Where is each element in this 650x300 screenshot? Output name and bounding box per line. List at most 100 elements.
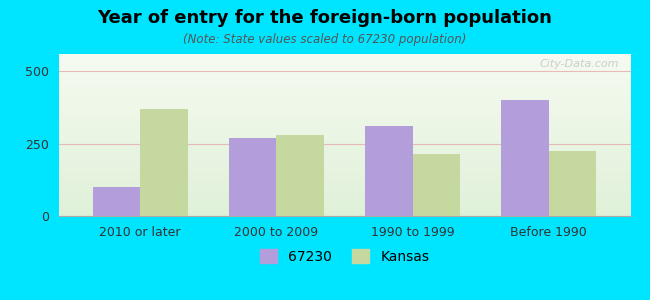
Bar	[58, 116, 630, 117]
Bar	[58, 127, 630, 128]
Bar	[58, 119, 630, 120]
Bar	[58, 208, 630, 209]
Bar	[58, 150, 630, 151]
Bar	[58, 138, 630, 140]
Bar	[58, 174, 630, 176]
Bar	[58, 59, 630, 61]
Bar	[501, 100, 549, 216]
Legend: 67230, Kansas: 67230, Kansas	[253, 242, 436, 271]
Bar	[58, 213, 630, 214]
Bar	[58, 64, 630, 65]
Bar	[58, 56, 630, 57]
Bar	[413, 154, 460, 216]
Bar	[58, 180, 630, 182]
Bar	[58, 159, 630, 161]
Bar	[58, 203, 630, 205]
Bar	[58, 172, 630, 174]
Bar	[58, 192, 630, 193]
Bar	[58, 107, 630, 109]
Text: City-Data.com: City-Data.com	[540, 59, 619, 69]
Bar	[58, 205, 630, 206]
Bar	[58, 164, 630, 166]
Bar	[58, 94, 630, 96]
Bar	[58, 195, 630, 196]
Bar	[58, 93, 630, 94]
Bar	[58, 201, 630, 203]
Bar	[58, 83, 630, 85]
Bar	[58, 146, 630, 148]
Bar	[58, 158, 630, 159]
Bar	[58, 54, 630, 56]
Bar	[58, 78, 630, 80]
Bar	[58, 171, 630, 172]
Bar	[58, 206, 630, 208]
Bar	[58, 145, 630, 146]
Bar	[58, 67, 630, 69]
Bar	[58, 214, 630, 216]
Bar	[58, 211, 630, 213]
Bar	[58, 136, 630, 138]
Bar	[229, 138, 276, 216]
Bar	[58, 151, 630, 153]
Text: (Note: State values scaled to 67230 population): (Note: State values scaled to 67230 popu…	[183, 33, 467, 46]
Bar	[58, 179, 630, 180]
Bar	[58, 142, 630, 143]
Bar	[58, 177, 630, 179]
Bar	[58, 103, 630, 104]
Bar	[58, 169, 630, 171]
Bar	[58, 154, 630, 156]
Bar	[58, 182, 630, 184]
Bar	[58, 187, 630, 188]
Bar	[58, 101, 630, 103]
Bar	[58, 188, 630, 190]
Bar	[58, 134, 630, 135]
Bar	[58, 69, 630, 70]
Bar	[58, 209, 630, 211]
Bar	[365, 126, 413, 216]
Bar	[58, 184, 630, 185]
Bar	[58, 88, 630, 90]
Bar	[58, 140, 630, 142]
Bar	[58, 120, 630, 122]
Bar	[140, 109, 188, 216]
Bar	[58, 72, 630, 74]
Bar	[58, 161, 630, 163]
Bar	[58, 128, 630, 130]
Bar	[58, 124, 630, 125]
Bar	[276, 135, 324, 216]
Bar	[58, 109, 630, 111]
Bar	[58, 74, 630, 75]
Bar	[58, 75, 630, 77]
Bar	[58, 156, 630, 158]
Bar	[58, 135, 630, 136]
Bar	[58, 117, 630, 119]
Bar	[549, 151, 597, 216]
Bar	[58, 80, 630, 82]
Bar	[58, 86, 630, 88]
Bar	[58, 122, 630, 124]
Bar	[58, 167, 630, 169]
Bar	[58, 166, 630, 167]
Bar	[58, 132, 630, 134]
Bar	[58, 90, 630, 91]
Bar	[58, 98, 630, 99]
Bar	[58, 57, 630, 59]
Bar	[58, 193, 630, 195]
Bar	[58, 85, 630, 86]
Bar	[58, 153, 630, 154]
Bar	[58, 65, 630, 67]
Bar	[58, 163, 630, 164]
Bar	[92, 187, 140, 216]
Bar	[58, 111, 630, 112]
Bar	[58, 82, 630, 83]
Bar	[58, 70, 630, 72]
Bar	[58, 143, 630, 145]
Bar	[58, 77, 630, 78]
Bar	[58, 112, 630, 114]
Bar	[58, 104, 630, 106]
Bar	[58, 61, 630, 62]
Bar	[58, 62, 630, 64]
Bar	[58, 200, 630, 201]
Bar	[58, 196, 630, 198]
Bar	[58, 99, 630, 101]
